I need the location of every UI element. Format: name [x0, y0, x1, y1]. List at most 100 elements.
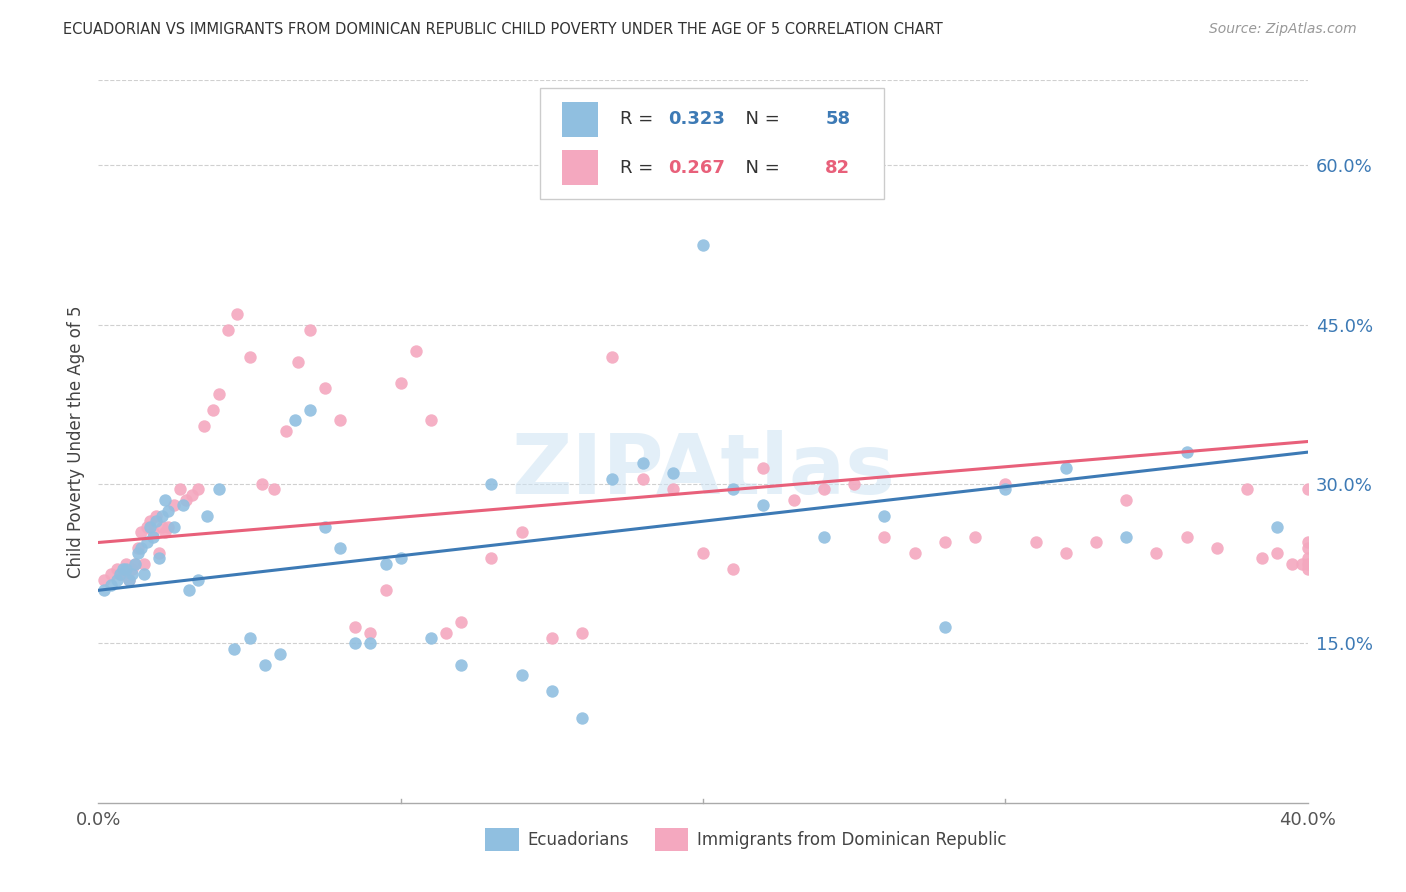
Point: [661, 483, 683, 497]
Text: R =: R =: [620, 111, 658, 128]
Point: [118, 573, 141, 587]
Point: [150, 508, 173, 523]
Point: [420, 413, 443, 427]
Point: [111, 567, 134, 582]
Text: Source: ZipAtlas.com: Source: ZipAtlas.com: [1209, 22, 1357, 37]
Point: [179, 583, 201, 598]
Point: [124, 557, 146, 571]
Point: [239, 350, 262, 364]
Point: [108, 567, 131, 582]
Point: [127, 541, 149, 555]
Point: [114, 562, 136, 576]
FancyBboxPatch shape: [655, 828, 689, 851]
Point: [510, 524, 533, 539]
Point: [481, 477, 503, 491]
Point: [121, 562, 143, 576]
Point: [224, 641, 246, 656]
Point: [661, 467, 683, 481]
Point: [269, 647, 291, 661]
Point: [114, 557, 136, 571]
Point: [481, 551, 503, 566]
Point: [287, 355, 309, 369]
Point: [813, 530, 835, 544]
Point: [450, 657, 472, 672]
Point: [174, 493, 197, 508]
Point: [405, 344, 427, 359]
Point: [156, 519, 179, 533]
Point: [1144, 546, 1167, 560]
Point: [752, 498, 775, 512]
Point: [142, 530, 165, 544]
Point: [172, 498, 194, 512]
Point: [208, 386, 231, 401]
Point: [329, 541, 352, 555]
Point: [873, 530, 896, 544]
Point: [1296, 483, 1319, 497]
Text: N =: N =: [734, 159, 786, 177]
Point: [132, 557, 155, 571]
Point: [1267, 519, 1289, 533]
Point: [360, 636, 382, 650]
Point: [1267, 546, 1289, 560]
Text: ZIPAtlas: ZIPAtlas: [510, 430, 896, 511]
Point: [93, 573, 115, 587]
Point: [360, 625, 382, 640]
Point: [1296, 541, 1319, 555]
Point: [752, 461, 775, 475]
FancyBboxPatch shape: [561, 151, 598, 185]
Point: [139, 519, 162, 533]
Point: [145, 508, 167, 523]
Point: [540, 684, 562, 698]
Point: [274, 424, 297, 438]
Point: [93, 583, 115, 598]
Point: [374, 583, 396, 598]
Point: [723, 483, 745, 497]
Y-axis label: Child Poverty Under the Age of 5: Child Poverty Under the Age of 5: [66, 305, 84, 578]
Point: [239, 631, 262, 645]
Point: [873, 508, 896, 523]
Point: [253, 657, 276, 672]
FancyBboxPatch shape: [561, 102, 598, 136]
Point: [1251, 551, 1274, 566]
Point: [1115, 493, 1137, 508]
Text: 0.323: 0.323: [668, 111, 725, 128]
Point: [217, 323, 239, 337]
Point: [148, 551, 170, 566]
Point: [181, 488, 204, 502]
Point: [208, 483, 231, 497]
Point: [1291, 557, 1313, 571]
Point: [1296, 562, 1319, 576]
Point: [100, 567, 122, 582]
Point: [100, 578, 122, 592]
Text: N =: N =: [734, 111, 786, 128]
Point: [284, 413, 307, 427]
Point: [153, 524, 176, 539]
Point: [374, 557, 396, 571]
Point: [314, 519, 336, 533]
Point: [263, 483, 285, 497]
Point: [118, 573, 141, 587]
Point: [1175, 530, 1198, 544]
Point: [299, 323, 322, 337]
Point: [631, 456, 654, 470]
Point: [904, 546, 927, 560]
Point: [111, 562, 134, 576]
Point: [105, 562, 128, 576]
Point: [142, 524, 165, 539]
Text: Immigrants from Dominican Republic: Immigrants from Dominican Republic: [697, 831, 1007, 849]
Point: [631, 472, 654, 486]
Point: [1085, 535, 1108, 549]
Point: [450, 615, 472, 630]
Point: [934, 620, 956, 634]
Point: [145, 514, 167, 528]
Point: [187, 573, 209, 587]
Point: [169, 483, 191, 497]
Point: [844, 477, 866, 491]
Point: [1175, 445, 1198, 459]
Point: [150, 519, 173, 533]
Point: [148, 546, 170, 560]
Point: [329, 413, 352, 427]
Point: [1236, 483, 1258, 497]
Point: [1206, 541, 1229, 555]
Point: [127, 546, 149, 560]
